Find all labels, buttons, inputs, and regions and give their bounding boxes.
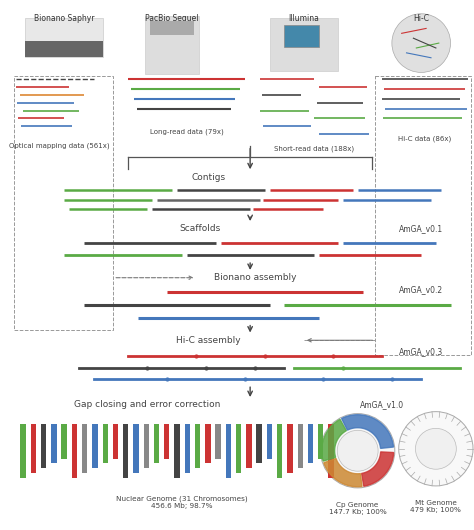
Bar xyxy=(150,21,194,36)
Text: Hi-C data (86x): Hi-C data (86x) xyxy=(399,136,452,143)
Bar xyxy=(375,76,471,355)
Bar xyxy=(195,425,201,469)
Bar xyxy=(133,425,139,473)
Bar xyxy=(25,41,103,57)
Bar xyxy=(25,17,103,57)
Polygon shape xyxy=(322,419,346,461)
Bar xyxy=(102,425,108,463)
Bar xyxy=(164,425,170,458)
Polygon shape xyxy=(324,458,362,487)
Text: AmGA_v0.2: AmGA_v0.2 xyxy=(399,285,443,294)
Bar xyxy=(123,425,128,478)
Text: Scaffolds: Scaffolds xyxy=(180,224,221,233)
Text: Hi-C: Hi-C xyxy=(413,14,429,23)
Text: Gap closing and error correction: Gap closing and error correction xyxy=(74,400,221,409)
Bar xyxy=(267,425,272,458)
Text: Mt Genome
479 Kb; 100%: Mt Genome 479 Kb; 100% xyxy=(410,500,461,513)
Bar xyxy=(144,425,149,469)
Bar xyxy=(14,76,113,331)
Text: Bionano assembly: Bionano assembly xyxy=(214,273,296,282)
Circle shape xyxy=(399,412,473,486)
Text: Hi-C assembly: Hi-C assembly xyxy=(176,336,240,345)
Text: Short-read data (188x): Short-read data (188x) xyxy=(273,146,354,152)
Text: PacBio Sequel: PacBio Sequel xyxy=(145,14,199,23)
Text: Illumina: Illumina xyxy=(289,14,319,23)
Bar xyxy=(256,425,262,463)
Bar xyxy=(298,425,303,469)
Bar xyxy=(205,425,210,463)
Bar xyxy=(154,425,159,463)
Text: Cp Genome
147.7 Kb; 100%: Cp Genome 147.7 Kb; 100% xyxy=(329,501,386,515)
Bar xyxy=(226,425,231,478)
Text: Optical mapping data (561x): Optical mapping data (561x) xyxy=(9,143,110,149)
Bar xyxy=(20,425,26,478)
Text: AmGA_v0.1: AmGA_v0.1 xyxy=(399,224,443,233)
Text: AmGA_v0.3: AmGA_v0.3 xyxy=(399,348,443,357)
Text: Contigs: Contigs xyxy=(191,173,226,181)
Bar xyxy=(284,25,319,47)
Polygon shape xyxy=(342,414,393,448)
Text: Nuclear Genome (31 Chromosomes)
456.6 Mb; 98.7%: Nuclear Genome (31 Chromosomes) 456.6 Mb… xyxy=(116,496,247,509)
Bar xyxy=(328,425,334,478)
Bar xyxy=(174,425,180,478)
Circle shape xyxy=(337,430,378,471)
Bar xyxy=(308,425,313,463)
Text: AmGA_v1.0: AmGA_v1.0 xyxy=(360,400,404,409)
Circle shape xyxy=(392,14,451,73)
Bar xyxy=(318,425,323,458)
Polygon shape xyxy=(362,452,393,486)
Bar xyxy=(246,425,252,469)
Bar xyxy=(41,425,46,469)
Bar xyxy=(145,16,199,74)
Circle shape xyxy=(415,428,456,469)
Bar xyxy=(113,425,118,458)
Text: Bionano Saphyr: Bionano Saphyr xyxy=(34,14,95,23)
Bar xyxy=(185,425,190,473)
Bar xyxy=(51,425,56,463)
Bar xyxy=(277,425,283,478)
Bar xyxy=(270,17,338,72)
Bar xyxy=(82,425,87,473)
Bar xyxy=(215,425,221,458)
Bar xyxy=(72,425,77,478)
Text: Long-read data (79x): Long-read data (79x) xyxy=(150,128,223,135)
Bar xyxy=(236,425,241,473)
Bar xyxy=(92,425,98,469)
Bar xyxy=(31,425,36,473)
Circle shape xyxy=(320,413,395,488)
Bar xyxy=(62,425,67,458)
Bar xyxy=(287,425,292,473)
